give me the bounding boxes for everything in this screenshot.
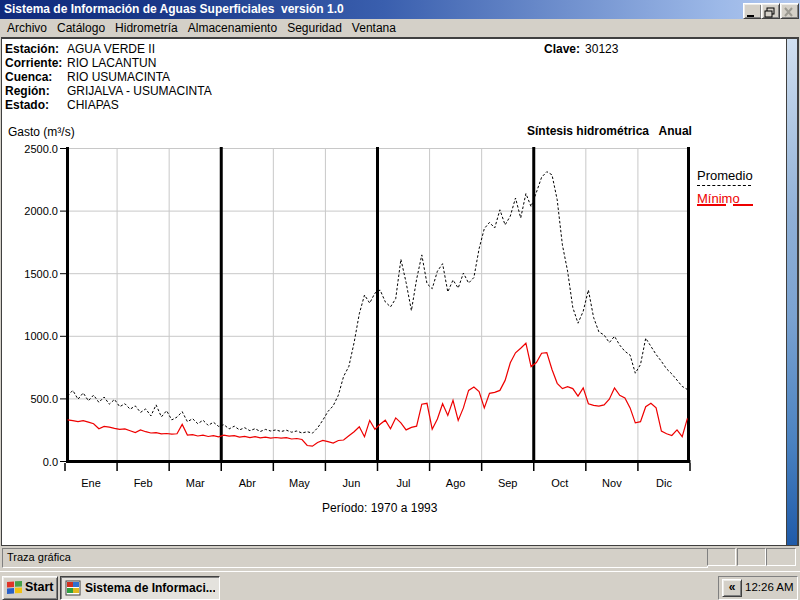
- y-tick-label: 0.0: [43, 456, 58, 468]
- month-label: Nov: [602, 477, 622, 489]
- legend-minimo-line-sample: [733, 204, 753, 206]
- statusbar-pane: [766, 548, 796, 566]
- month-label: Jun: [343, 477, 361, 489]
- statusbar-message: Traza gráfica: [2, 548, 708, 568]
- statusbar: Traza gráfica: [0, 546, 800, 568]
- legend-promedio-line-sample: [697, 185, 751, 186]
- month-label: Dic: [656, 477, 672, 489]
- start-label: Start: [25, 580, 53, 594]
- chart: 0.0 500.0 1000.0 1500.0 2000.0 2500.0 Ene Feb Ma…: [0, 0, 800, 600]
- legend-minimo-line-sample: [697, 204, 726, 206]
- y-tick-label: 2500.0: [24, 143, 58, 155]
- month-label: Mar: [186, 477, 205, 489]
- y-tick-label: 1500.0: [24, 268, 58, 280]
- tray-chevron-button[interactable]: «: [722, 579, 742, 597]
- task-label: Sistema de Informaci...: [85, 581, 215, 595]
- month-label: Feb: [134, 477, 153, 489]
- statusbar-pane: [737, 548, 766, 566]
- month-label: Ago: [446, 477, 466, 489]
- y-tick-label: 2000.0: [24, 205, 58, 217]
- taskbar-task-button[interactable]: Sistema de Informaci...: [60, 576, 220, 600]
- system-tray: « 12:26 AM: [718, 576, 798, 600]
- y-tick-label: 1000.0: [24, 330, 58, 342]
- month-label: Ene: [81, 477, 101, 489]
- legend-promedio-label: Promedio: [697, 168, 753, 183]
- taskbar: Start Sistema de Informaci... « 12:26 AM: [0, 571, 800, 600]
- y-tick-label: 500.0: [30, 393, 58, 405]
- month-label: May: [289, 477, 310, 489]
- app-icon: [65, 580, 81, 596]
- month-label: Jul: [397, 477, 411, 489]
- windows-logo-icon: [6, 580, 24, 595]
- statusbar-pane: [707, 548, 736, 566]
- month-label: Abr: [239, 477, 256, 489]
- month-label: Oct: [551, 477, 568, 489]
- taskbar-clock: 12:26 AM: [745, 581, 794, 593]
- month-label: Sep: [498, 477, 518, 489]
- start-button[interactable]: Start: [2, 576, 58, 600]
